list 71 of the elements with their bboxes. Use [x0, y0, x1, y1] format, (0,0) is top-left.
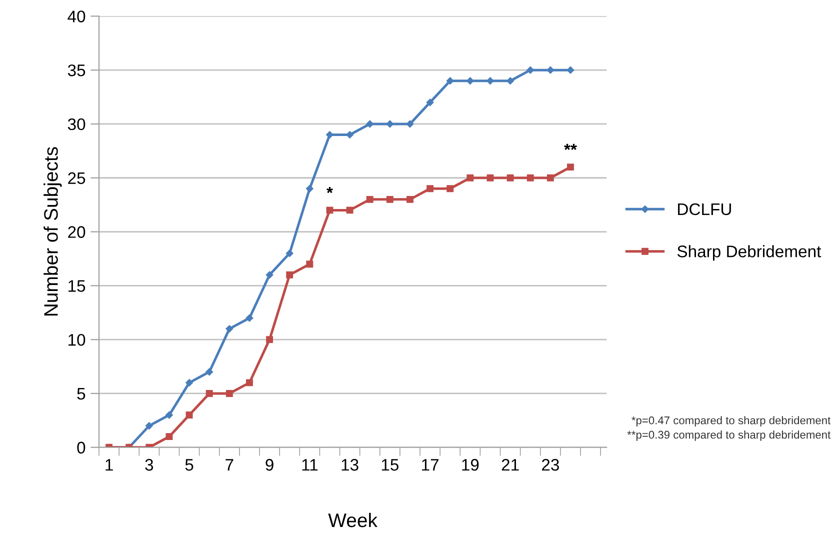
- point: [286, 250, 294, 257]
- y-tick-label: 25: [68, 172, 86, 184]
- y-axis-title: Number of Subjects: [44, 147, 62, 316]
- point: [346, 131, 354, 138]
- point: [566, 66, 574, 74]
- x-tick-label: 5: [185, 459, 194, 471]
- point: [426, 185, 434, 192]
- point: [466, 77, 474, 84]
- x-axis-title: Week: [328, 512, 378, 528]
- point: [546, 66, 554, 74]
- point: [526, 174, 534, 182]
- text: *p=0.47 compared to sharp debridement **p=0.39 compared to sharp debridement: [627, 416, 831, 441]
- point: [486, 77, 494, 84]
- point: [206, 390, 213, 397]
- y-tick-label: 20: [68, 226, 86, 238]
- point: [546, 174, 554, 182]
- point: [226, 390, 233, 397]
- point: [426, 98, 434, 106]
- point: [346, 206, 354, 214]
- y-tick-label: 5: [77, 388, 86, 400]
- x-tick-label: 9: [266, 458, 274, 471]
- point: [146, 422, 153, 430]
- y-tick-label: 30: [68, 118, 86, 130]
- x-tick-label: 21: [502, 458, 519, 471]
- point: [166, 433, 173, 440]
- legend-label: Sharp Debridement: [677, 245, 822, 261]
- point: [526, 66, 534, 74]
- legend-label: DCLFU: [678, 203, 731, 216]
- point: [366, 196, 374, 203]
- y-tick-label: 35: [68, 64, 86, 76]
- annotation: **: [564, 144, 577, 150]
- point: [366, 120, 374, 128]
- annotation: *: [326, 186, 333, 194]
- point: [406, 196, 414, 203]
- point: [386, 120, 394, 128]
- point: [506, 174, 514, 182]
- point: [266, 336, 274, 344]
- point: [486, 174, 494, 182]
- y-tick-label: 15: [68, 280, 86, 292]
- y-tick-label: 0: [77, 442, 86, 454]
- point: [206, 368, 213, 376]
- point: [246, 314, 254, 322]
- x-tick-label: 3: [145, 458, 154, 471]
- x-tick-label: 7: [226, 459, 234, 471]
- point: [326, 131, 334, 138]
- point: [286, 271, 294, 278]
- x-tick-label: 1: [106, 459, 113, 471]
- x-tick-label: 23: [542, 458, 559, 471]
- point: [186, 412, 193, 419]
- x-tick-label: 15: [382, 459, 398, 471]
- y-tick-label: 40: [68, 10, 86, 22]
- point: [446, 77, 454, 84]
- point: [326, 206, 334, 214]
- x-tick-label: 19: [462, 458, 479, 471]
- point: [166, 411, 173, 419]
- x-tick-label: 11: [302, 459, 318, 471]
- point: [266, 271, 274, 279]
- x-tick-label: 17: [422, 459, 438, 471]
- point: [386, 196, 394, 203]
- point: [567, 164, 574, 171]
- point: [226, 325, 234, 332]
- point: [406, 120, 414, 128]
- point: [506, 77, 514, 84]
- point: [306, 260, 314, 268]
- point: [446, 185, 454, 192]
- point: [186, 379, 193, 386]
- point: [306, 185, 314, 192]
- point: [466, 174, 474, 182]
- point: [246, 379, 253, 386]
- y-tick-label: 10: [68, 334, 86, 346]
- x-tick-label: 13: [342, 458, 358, 471]
